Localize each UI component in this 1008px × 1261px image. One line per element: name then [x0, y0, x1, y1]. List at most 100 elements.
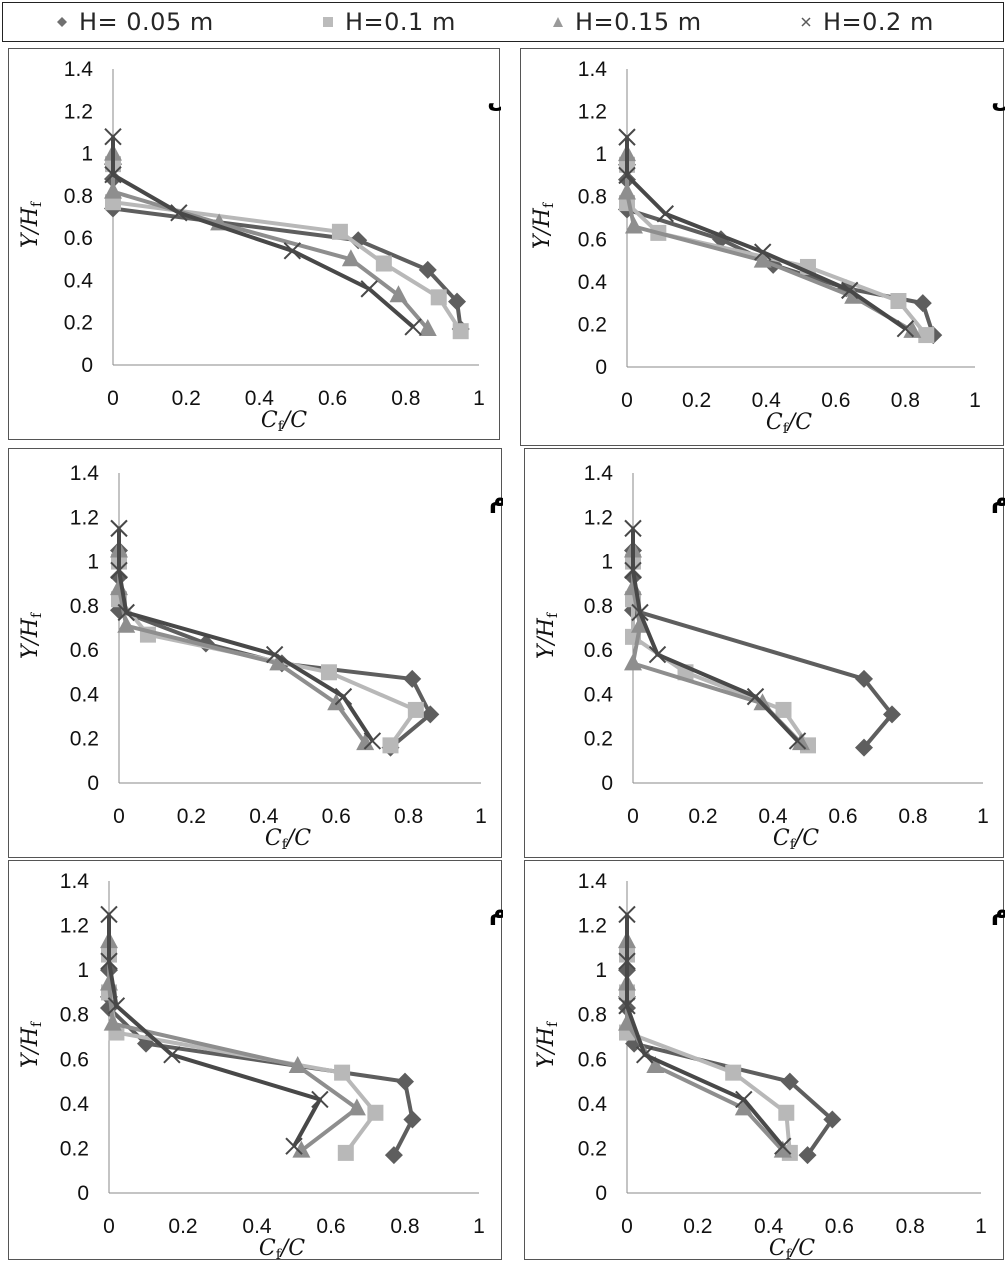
series-group — [110, 519, 382, 750]
series-group — [110, 541, 440, 757]
data-point-diamond — [798, 1146, 817, 1165]
x-axis-title: Cf/C — [265, 826, 311, 853]
y-tick-label: 0.8 — [60, 1004, 89, 1027]
y-axis-title: Y/Hf — [530, 201, 557, 249]
series-group — [110, 540, 375, 751]
x-tick-label: 0 — [621, 389, 633, 412]
data-point-x — [311, 1090, 329, 1109]
y-tick-label: 0.6 — [70, 639, 99, 662]
y-tick-label: 0.2 — [578, 1137, 607, 1160]
panel-title: مقطع اول — [991, 84, 1005, 114]
triangle-marker-icon — [553, 17, 563, 27]
x-tick-label: 1 — [473, 387, 485, 410]
y-tick-label: 0.6 — [584, 639, 613, 662]
y-tick-label: 0.8 — [64, 185, 93, 208]
chart-svg-3: 0 0.2 0.4 0.6 0.8 1 1.2 1.4 0 0.2 0.4 0.6 0.8 1 Cf/C Y/… — [18, 462, 503, 853]
x-axis-title: Cf/C — [773, 826, 819, 853]
data-point-triangle — [624, 216, 643, 234]
series-line — [631, 550, 803, 745]
y-tick-label: 1.4 — [578, 870, 608, 893]
y-tick-label: 1.2 — [578, 101, 607, 124]
data-point-diamond — [448, 292, 467, 311]
series-group — [618, 905, 792, 1155]
y-tick-label: 0.4 — [70, 683, 100, 706]
data-point-x — [648, 645, 667, 664]
y-tick-label: 0.2 — [584, 728, 613, 751]
chart-panel-6: 0 0.2 0.4 0.6 0.8 1 1.2 1.4 0 0.2 0.4 0.6 0.8 1 Cf/C Y/… — [524, 860, 1005, 1261]
data-point-diamond — [855, 669, 873, 688]
data-point-triangle — [418, 319, 437, 337]
data-point-triangle — [341, 249, 360, 267]
y-tick-label: 0.6 — [64, 227, 93, 250]
series-line — [117, 528, 375, 743]
legend-label: H=0.1 m — [345, 8, 456, 36]
x-tick-label: 0.4 — [758, 805, 788, 828]
data-point-x — [283, 242, 302, 260]
series-group — [100, 905, 329, 1155]
x-tick-label: 0.2 — [177, 805, 206, 828]
data-point-triangle — [288, 1055, 307, 1073]
x-tick-label: 0.6 — [316, 1215, 345, 1238]
series-line — [111, 136, 415, 329]
data-point-x — [100, 905, 118, 924]
data-point-triangle — [117, 615, 136, 633]
data-point-x — [618, 166, 636, 185]
x-tick-label: 0.4 — [752, 389, 782, 412]
y-tick-label: 0.4 — [60, 1093, 90, 1116]
x-tick-label: 0 — [621, 1215, 633, 1238]
data-point-x — [104, 127, 122, 146]
y-tick-label: 0 — [601, 772, 613, 795]
y-tick-label: 1.2 — [70, 506, 99, 529]
x-tick-label: 1 — [475, 805, 487, 828]
x-tick-label: 0 — [627, 805, 639, 828]
y-tick-label: 0.4 — [578, 271, 608, 294]
series-group — [104, 127, 422, 336]
chart-svg-4: 0 0.2 0.4 0.6 0.8 1 1.2 1.4 0 0.2 0.4 0.6 0.8 1 Cf/C Y/… — [534, 462, 1005, 853]
x-tick-label: 1 — [977, 805, 989, 828]
x-tick-label: 0.8 — [896, 1215, 925, 1238]
data-point-diamond — [421, 705, 440, 724]
data-point-x — [618, 952, 636, 970]
data-point-diamond — [403, 669, 422, 688]
data-point-x — [285, 1137, 303, 1155]
series-line — [111, 153, 430, 331]
chart-svg-6: 0 0.2 0.4 0.6 0.8 1 1.2 1.4 0 0.2 0.4 0.6 0.8 1 Cf/C Y/… — [534, 870, 1005, 1261]
data-point-triangle — [646, 1055, 665, 1073]
series-group — [618, 128, 915, 338]
x-tick-label: 0 — [107, 387, 119, 410]
x-tick-label: 0 — [113, 805, 125, 828]
series-group — [618, 144, 922, 338]
data-point-x — [110, 519, 128, 538]
y-tick-label: 0 — [81, 354, 93, 377]
x-marker-icon — [801, 17, 811, 27]
panel-title: مقطع سوم — [991, 896, 1005, 926]
y-tick-label: 0.4 — [584, 683, 614, 706]
panel-title: مقطع سوم — [489, 896, 503, 926]
data-point-square — [890, 293, 907, 310]
series-group — [625, 553, 816, 754]
chart-panel-2: 0 0.2 0.4 0.6 0.8 1 1.2 1.4 0 0.2 0.4 0.6 0.8 1 Cf/C Y/… — [520, 48, 1005, 446]
x-tick-label: 0.6 — [828, 805, 857, 828]
x-tick-label: 1 — [975, 1215, 987, 1238]
y-tick-label: 1.4 — [60, 870, 90, 893]
data-point-square — [367, 1104, 384, 1121]
x-tick-label: 0.4 — [242, 1215, 272, 1238]
x-axis-title: Cf/C — [769, 1236, 815, 1261]
y-tick-label: 1 — [87, 551, 99, 574]
x-tick-label: 0.4 — [754, 1215, 784, 1238]
data-point-x — [363, 732, 382, 750]
y-tick-label: 1.4 — [584, 462, 614, 485]
y-tick-label: 1 — [595, 143, 607, 166]
y-tick-label: 1 — [601, 551, 613, 574]
y-tick-label: 0.8 — [584, 595, 613, 618]
y-tick-label: 1 — [77, 959, 89, 982]
data-point-x — [117, 603, 135, 622]
y-tick-label: 1.2 — [578, 915, 607, 938]
series-line — [625, 137, 907, 331]
x-tick-label: 0.2 — [682, 389, 711, 412]
legend-item-h02: H=0.2 m — [799, 5, 934, 39]
x-tick-label: 0.2 — [683, 1215, 712, 1238]
legend-label: H=0.2 m — [823, 8, 934, 36]
y-tick-label: 0.2 — [578, 313, 607, 336]
y-tick-label: 1 — [595, 959, 607, 982]
